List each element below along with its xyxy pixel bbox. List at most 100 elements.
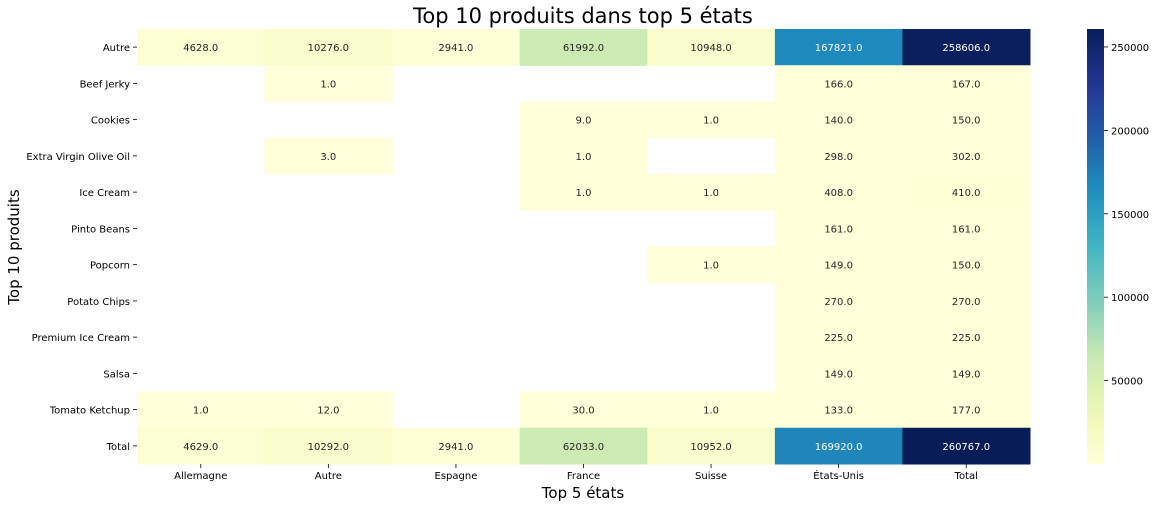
cell-value-label: 10276.0 xyxy=(308,43,349,54)
chart-title: Top 10 produits dans top 5 états xyxy=(412,4,753,28)
cell-value-label: 408.0 xyxy=(824,188,853,199)
heatmap-cell xyxy=(774,174,903,211)
cell-value-label: 167.0 xyxy=(952,79,981,90)
x-tick-label: États-Unis xyxy=(813,469,864,482)
cell-value-label: 270.0 xyxy=(824,297,853,308)
cell-value-label: 1.0 xyxy=(320,79,336,90)
heatmap-cell xyxy=(647,246,776,284)
cell-value-label: 270.0 xyxy=(952,297,981,308)
heatmap-cell xyxy=(264,137,393,175)
heatmap-cell xyxy=(902,391,1031,429)
cell-value-label: 1.0 xyxy=(703,188,719,199)
cell-value-label: 2941.0 xyxy=(438,442,473,453)
y-tick-label: Cookies xyxy=(91,116,130,127)
cell-value-label: 1.0 xyxy=(193,406,209,417)
y-tick-label: Total xyxy=(106,442,130,453)
cell-value-label: 133.0 xyxy=(824,406,853,417)
y-tick-label: Autre xyxy=(103,43,130,54)
cell-value-label: 161.0 xyxy=(824,224,853,235)
cell-value-label: 1.0 xyxy=(576,188,592,199)
y-tick-label: Premium Ice Cream xyxy=(32,333,130,344)
cell-value-label: 161.0 xyxy=(952,224,981,235)
cell-value-label: 1.0 xyxy=(703,261,719,272)
heatmap-cell xyxy=(774,137,903,175)
x-tick-label: Autre xyxy=(315,471,342,482)
heatmap-cell xyxy=(774,391,903,429)
heatmap-cell xyxy=(902,355,1031,392)
colorbar-tick-label: 250000 xyxy=(1111,43,1149,54)
cell-value-label: 1.0 xyxy=(703,116,719,127)
cell-value-label: 302.0 xyxy=(952,152,981,163)
cell-value-label: 410.0 xyxy=(952,188,981,199)
heatmap-cell xyxy=(392,427,521,465)
cell-value-label: 1.0 xyxy=(576,152,592,163)
cell-value-label: 167821.0 xyxy=(815,43,863,54)
x-tick-label: France xyxy=(567,471,600,482)
cell-value-label: 10292.0 xyxy=(308,442,349,453)
colorbar-ticks: 50000 100000 150000 200000 250000 xyxy=(1104,43,1149,388)
heatmap-cell xyxy=(519,29,648,66)
colorbar-tick-label: 150000 xyxy=(1111,210,1149,221)
cell-value-label: 3.0 xyxy=(320,152,336,163)
cell-value-label: 149.0 xyxy=(824,261,853,272)
x-axis-label: Top 5 états xyxy=(541,484,625,502)
cell-value-label: 2941.0 xyxy=(438,43,473,54)
x-tick-label: Espagne xyxy=(435,471,478,482)
cell-value-label: 10948.0 xyxy=(690,43,731,54)
y-tick-label: Tomato Ketchup xyxy=(49,406,130,417)
y-tick-label: Popcorn xyxy=(90,261,130,272)
heatmap-cell xyxy=(264,29,393,66)
heatmap-cell xyxy=(902,65,1031,102)
heatmap-cell xyxy=(774,355,903,392)
heatmap-cell xyxy=(647,427,776,465)
cell-value-label: 30.0 xyxy=(572,406,594,417)
cell-value-label: 149.0 xyxy=(952,369,981,380)
cell-value-label: 149.0 xyxy=(824,369,853,380)
heatmap-cell xyxy=(774,101,903,139)
heatmap-cell xyxy=(902,174,1031,211)
heatmap-cell xyxy=(774,319,903,356)
cell-value-label: 169920.0 xyxy=(815,442,863,453)
heatmap-cell xyxy=(137,29,266,66)
cell-value-label: 140.0 xyxy=(824,116,853,127)
heatmap-cell xyxy=(264,65,393,102)
heatmap-cell xyxy=(902,29,1031,66)
y-tick-label: Pinto Beans xyxy=(71,224,130,235)
heatmap-cell xyxy=(902,101,1031,139)
heatmap-cell xyxy=(519,137,648,175)
y-tick-label: Ice Cream xyxy=(79,188,130,199)
heatmap-cell xyxy=(902,427,1031,465)
cell-value-label: 150.0 xyxy=(952,116,981,127)
y-tick-labels: Autre Beef Jerky Cookies Extra Virgin Olive… xyxy=(26,43,137,453)
cell-value-label: 177.0 xyxy=(952,406,981,417)
cell-value-label: 9.0 xyxy=(576,116,592,127)
heatmap-cell xyxy=(137,391,266,429)
heatmap-cell xyxy=(264,427,393,465)
heatmap-cell xyxy=(647,29,776,66)
heatmap-cell xyxy=(519,101,648,139)
heatmap-cell xyxy=(519,174,648,211)
cell-value-label: 150.0 xyxy=(952,261,981,272)
cell-value-label: 12.0 xyxy=(317,406,339,417)
heatmap-cell xyxy=(902,210,1031,247)
heatmap-cell xyxy=(902,282,1031,320)
heatmap-cell xyxy=(137,427,266,465)
heatmap-cell xyxy=(264,391,393,429)
heatmap-cell xyxy=(647,174,776,211)
cell-value-label: 10952.0 xyxy=(690,442,731,453)
heatmap-cell xyxy=(519,427,648,465)
cell-value-label: 258606.0 xyxy=(942,43,990,54)
heatmap-cell xyxy=(902,319,1031,356)
colorbar-tick-label: 100000 xyxy=(1111,293,1149,304)
cell-value-label: 298.0 xyxy=(824,152,853,163)
heatmap-cell xyxy=(774,29,903,66)
x-tick-label: Allemagne xyxy=(174,471,227,482)
heatmap-cell xyxy=(774,282,903,320)
cell-value-label: 225.0 xyxy=(824,333,853,344)
heatmap-cell xyxy=(774,427,903,465)
heatmap-cell xyxy=(774,210,903,247)
cell-value-label: 1.0 xyxy=(703,406,719,417)
cell-value-label: 4628.0 xyxy=(183,43,218,54)
heatmap-cell xyxy=(774,65,903,102)
